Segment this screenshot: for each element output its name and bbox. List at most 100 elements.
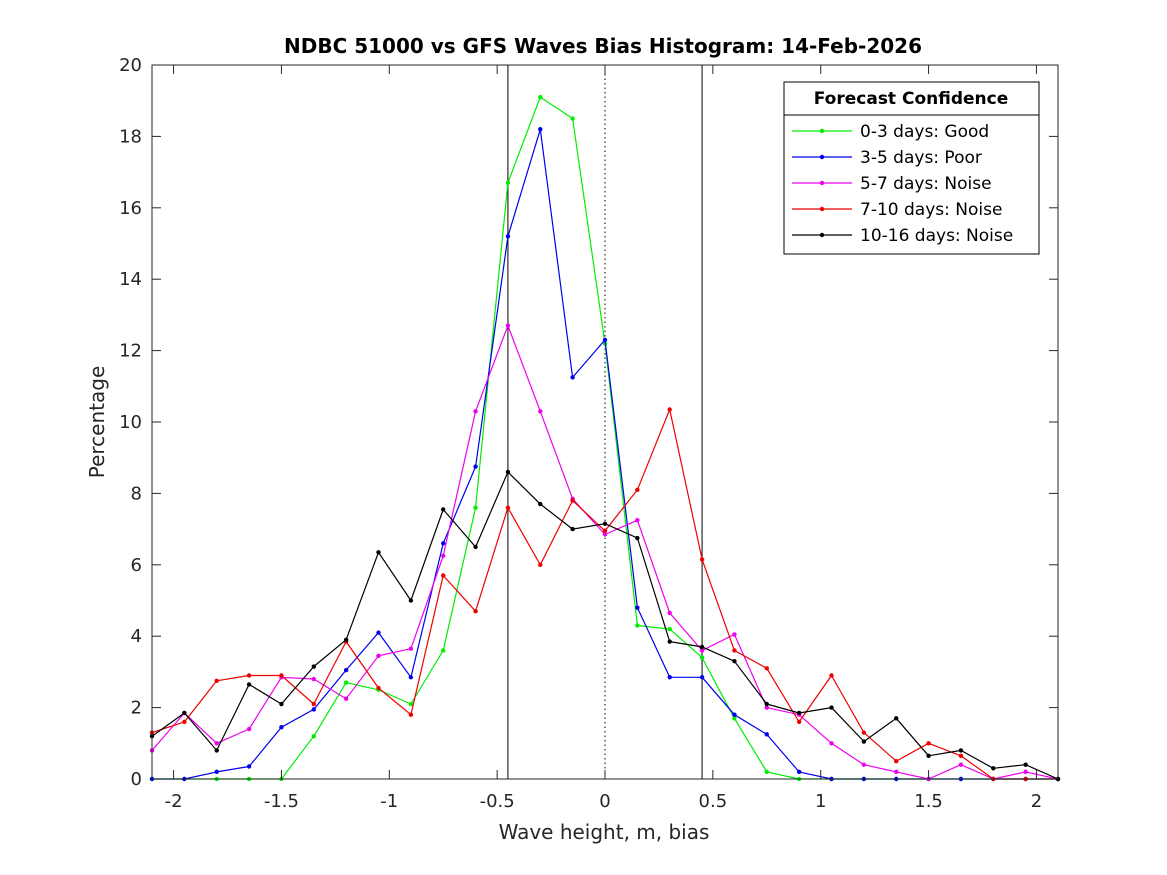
series-0-point <box>505 180 511 186</box>
series-3-point <box>505 505 511 510</box>
legend-entries: 0-3 days: Good 3-5 days: Poor 5-7 days: No… <box>792 122 1013 246</box>
series-4-point <box>473 544 478 550</box>
series-1-point <box>473 464 478 469</box>
series-4-point <box>214 748 219 753</box>
series-2-point <box>861 762 867 767</box>
series-2-point <box>635 517 640 523</box>
series-0-point <box>764 769 769 775</box>
series-1-point <box>667 675 672 680</box>
series-0-point <box>538 94 543 100</box>
series-3-point <box>214 678 219 684</box>
x-tick-label: -1 <box>380 791 398 812</box>
series-4-point <box>505 469 511 475</box>
series-3-point <box>764 666 769 671</box>
series-2-point <box>441 553 446 559</box>
series-3-point <box>667 407 672 412</box>
series-4-point <box>667 639 672 644</box>
x-tick-label: -0.5 <box>480 791 515 812</box>
series-4-point <box>343 637 349 642</box>
series-1-point <box>602 337 608 343</box>
series-4-point <box>408 598 414 603</box>
y-tick-label: 4 <box>131 626 142 647</box>
x-tick-label: 0 <box>599 791 610 812</box>
series-4-point <box>376 550 381 555</box>
series-3-point <box>829 673 834 678</box>
series-0-point <box>441 648 446 653</box>
y-tick-label: 10 <box>119 412 142 433</box>
series-1-point <box>796 769 802 775</box>
series-3-point <box>894 758 899 764</box>
series-3-point <box>408 712 414 717</box>
series-4-point <box>246 682 252 687</box>
series-3-point <box>311 701 316 707</box>
series-0-point <box>635 623 640 628</box>
series-4-point <box>796 710 802 716</box>
legend-label-0: 0-3 days: Good <box>860 122 989 142</box>
series-4-point <box>279 701 284 707</box>
series-4-point <box>570 526 575 532</box>
x-tick-labels: -2 -1.5 -1 -0.5 0 0.5 1 1.5 2 <box>165 791 1043 812</box>
x-tick-label: -1.5 <box>264 791 299 812</box>
series-2-point <box>505 323 511 328</box>
series-4-point <box>602 521 608 526</box>
series-4-point <box>538 501 543 507</box>
series-2-point <box>473 409 478 414</box>
series-2-point <box>408 646 414 651</box>
series-3-point <box>732 648 737 653</box>
series-1-point <box>538 127 543 132</box>
legend-marker-2 <box>819 180 825 186</box>
series-4-point <box>1023 762 1028 767</box>
series-0-point <box>408 701 414 707</box>
series-3-point <box>182 719 187 725</box>
series-3-point <box>279 673 284 678</box>
series-4-point <box>182 710 187 716</box>
series-4-point <box>926 753 931 758</box>
series-3-point <box>376 685 381 691</box>
series-2-point <box>1023 769 1028 775</box>
series-3-point <box>699 557 705 562</box>
series-1-point <box>408 675 414 680</box>
series-3-point <box>958 753 964 758</box>
legend-label-3: 7-10 days: Noise <box>860 200 1002 220</box>
series-4-point <box>958 748 964 753</box>
series-0-point <box>473 505 478 510</box>
legend-marker-3 <box>819 206 825 212</box>
y-tick-label: 6 <box>131 555 142 576</box>
series-1-point <box>214 769 219 775</box>
series-1-point <box>246 764 252 769</box>
series-3-point <box>570 498 575 503</box>
series-3-point <box>246 673 252 678</box>
y-tick-label: 0 <box>131 769 142 790</box>
series-3-point <box>538 562 543 567</box>
series-1-point <box>732 712 737 717</box>
series-3-point <box>602 528 608 534</box>
y-tick-label: 8 <box>131 483 142 504</box>
legend-marker-4 <box>819 232 825 238</box>
x-tick-label: 2 <box>1031 791 1042 812</box>
y-axis-label: Percentage <box>85 366 109 479</box>
series-2-point <box>732 632 737 637</box>
series-4-point <box>699 644 705 650</box>
x-tick-label: 0.5 <box>699 791 728 812</box>
series-1-point <box>343 667 349 673</box>
series-2-point <box>214 741 219 746</box>
series-1-point <box>635 605 640 610</box>
series-0-point <box>311 733 316 739</box>
series-2-point <box>667 610 672 616</box>
series-3-point <box>926 741 931 746</box>
series-4-point <box>764 701 769 707</box>
y-tick-label: 18 <box>119 126 142 147</box>
series-4-point <box>311 664 316 669</box>
y-tick-label: 2 <box>131 698 142 719</box>
x-axis-label: Wave height, m, bias <box>499 820 710 844</box>
series-2-point <box>311 676 316 682</box>
series-4-point <box>635 535 640 541</box>
series-4-point <box>829 705 834 710</box>
series-1-point <box>570 375 575 380</box>
series-2-point <box>829 741 834 746</box>
series-1-point <box>699 675 705 680</box>
series-1-point <box>311 707 316 712</box>
series-0-point <box>699 655 705 660</box>
series-3-point <box>473 609 478 614</box>
